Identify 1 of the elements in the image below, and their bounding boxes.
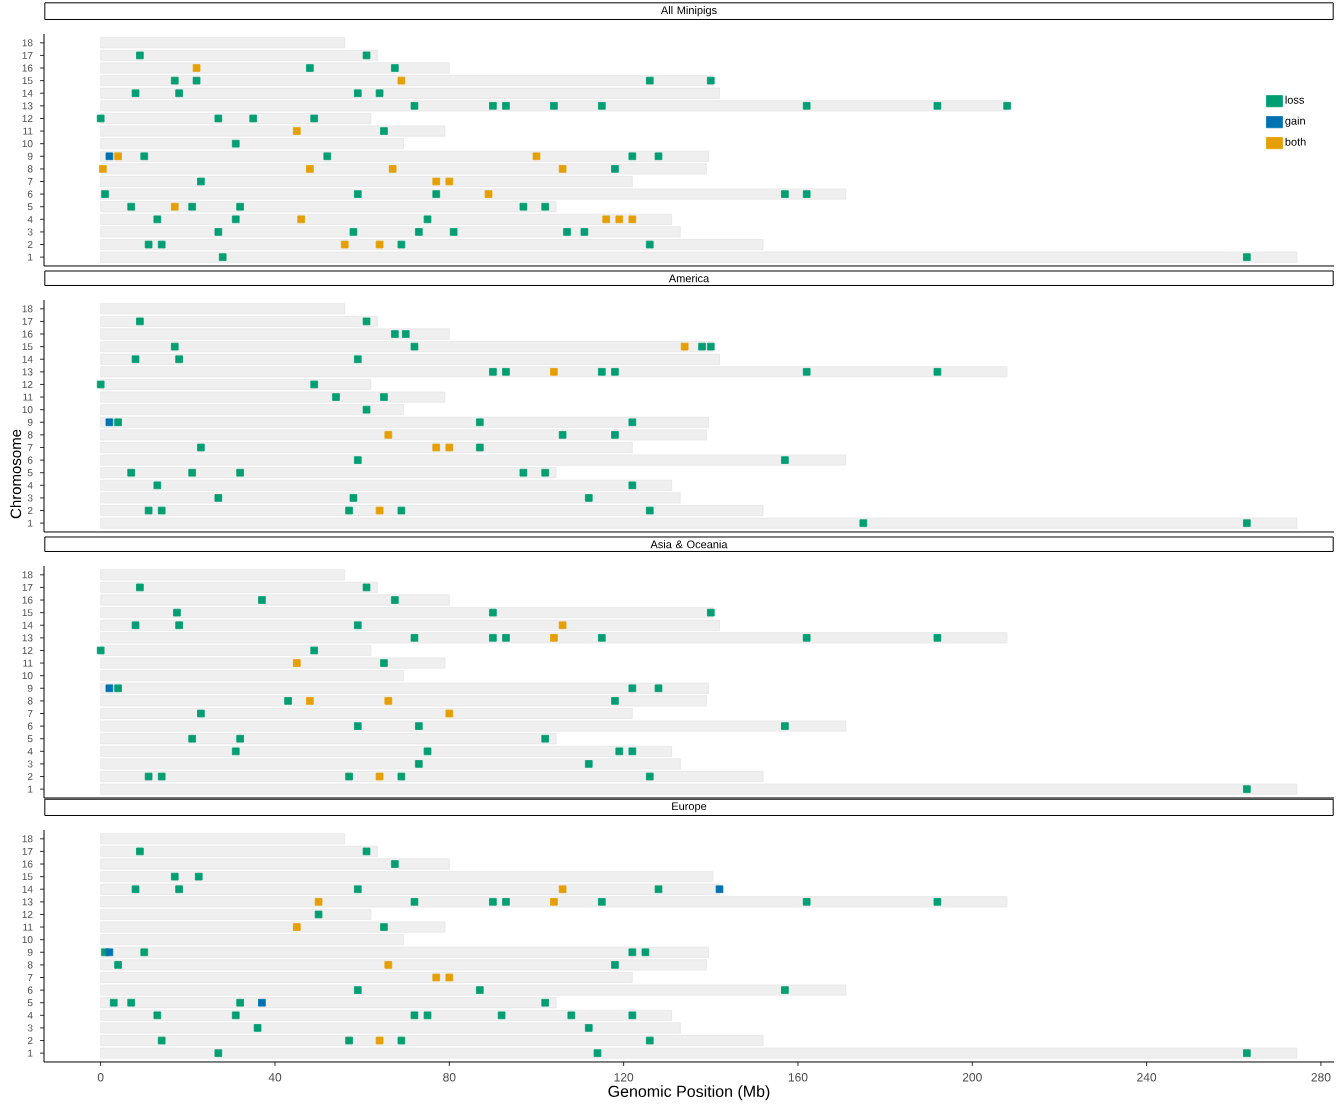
x-axis-title: Genomic Position (Mb) <box>608 1085 770 1101</box>
